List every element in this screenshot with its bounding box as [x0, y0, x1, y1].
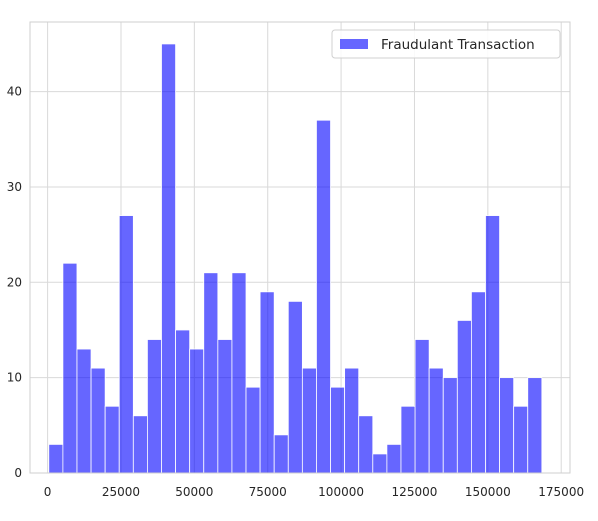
histogram-bar — [358, 415, 374, 474]
histogram-bar — [499, 377, 515, 474]
histogram-bars — [48, 43, 543, 474]
x-tick-label: 175000 — [538, 485, 584, 499]
axes-frame — [29, 21, 571, 474]
x-tick-label: 150000 — [465, 485, 511, 499]
histogram-bar — [161, 43, 176, 474]
histogram-bar — [330, 386, 346, 474]
histogram-bar — [147, 339, 162, 474]
histogram-bar — [442, 377, 458, 474]
x-tick-label: 0 — [44, 485, 52, 499]
histogram-bar — [386, 443, 402, 474]
histogram-bar — [414, 339, 430, 474]
histogram-bar — [189, 348, 205, 474]
histogram-bar — [316, 119, 331, 474]
y-tick-label: 30 — [7, 180, 22, 194]
histogram-bar — [400, 405, 416, 474]
y-tick-label: 10 — [7, 371, 22, 385]
x-tick-label: 125000 — [392, 485, 438, 499]
histogram-bar — [217, 339, 233, 474]
histogram-bar — [527, 377, 543, 474]
x-tick-labels: 0 25000 50000 75000 100000 125000 150000 175000 — [44, 485, 584, 499]
histogram-bar — [203, 272, 219, 474]
x-tick-label: 25000 — [102, 485, 140, 499]
histogram-bar — [62, 262, 78, 474]
histogram-bar — [273, 434, 289, 474]
histogram-bar — [301, 367, 317, 474]
histogram-bar — [372, 453, 388, 474]
histogram-bar — [132, 415, 148, 474]
histogram-bar — [428, 367, 444, 474]
histogram-bar — [344, 367, 360, 474]
y-tick-label: 0 — [14, 466, 22, 480]
histogram-bar — [259, 291, 275, 474]
legend-label: Fraudulant Transaction — [381, 37, 535, 53]
histogram-bar — [513, 405, 529, 474]
histogram-bar — [287, 300, 303, 474]
y-tick-label: 20 — [7, 275, 22, 289]
histogram-bar — [48, 443, 64, 474]
histogram-bar — [485, 215, 500, 474]
x-tick-label: 50000 — [175, 485, 213, 499]
histogram-bar — [76, 348, 92, 474]
legend: Fraudulant Transaction — [331, 29, 561, 59]
histogram-bar — [118, 215, 134, 474]
x-tick-label: 75000 — [249, 485, 287, 499]
histogram-bar — [104, 405, 120, 474]
y-tick-label: 40 — [7, 85, 22, 99]
x-tick-label: 100000 — [318, 485, 364, 499]
histogram-bar — [471, 291, 486, 474]
histogram-bar — [245, 386, 261, 474]
legend-box — [331, 29, 561, 59]
histogram-bar — [456, 320, 472, 474]
histogram-bar — [175, 329, 191, 474]
histogram-bar — [231, 272, 247, 474]
histogram-bar — [90, 367, 106, 474]
y-tick-labels: 0 10 20 30 40 — [7, 85, 22, 480]
legend-swatch — [340, 39, 368, 49]
